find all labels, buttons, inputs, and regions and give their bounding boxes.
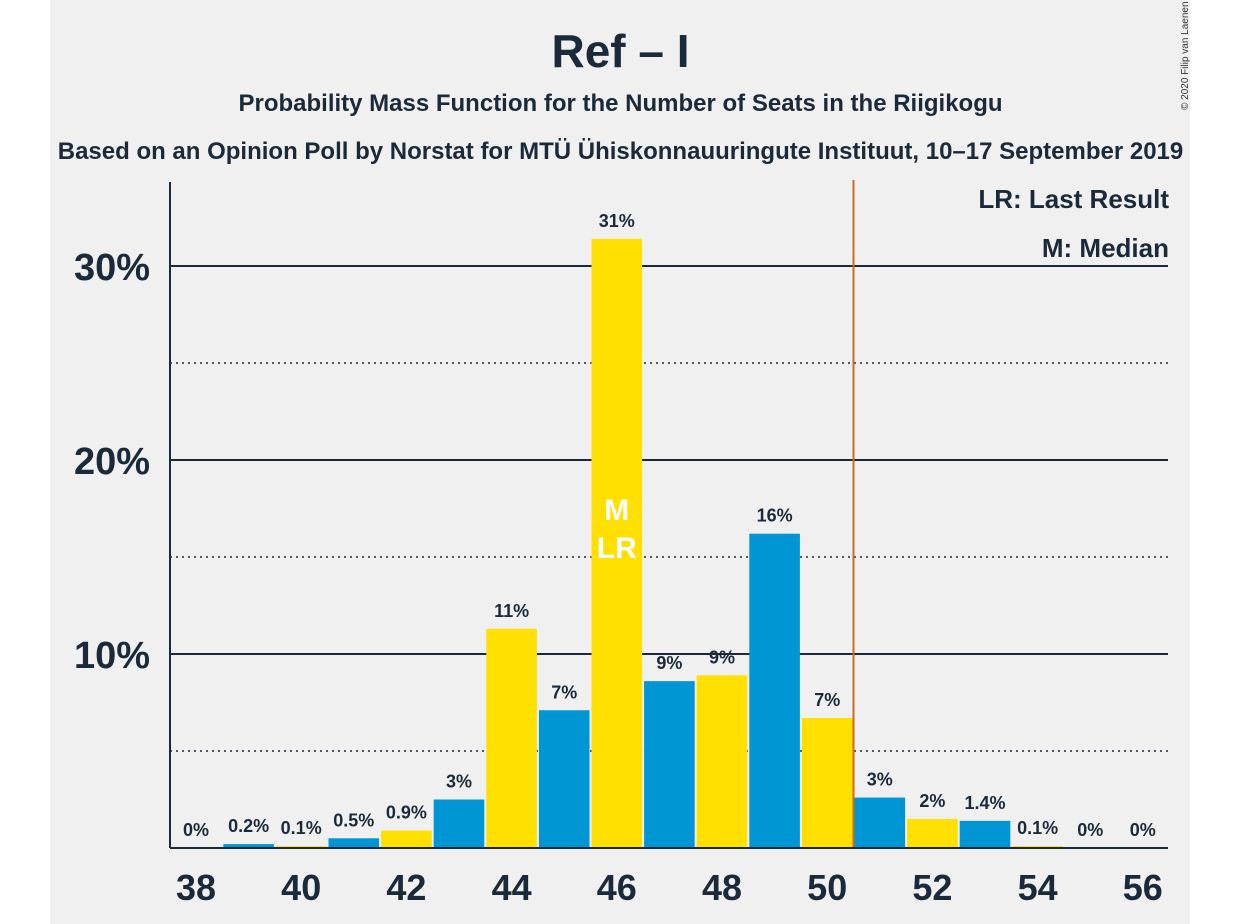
bar-value-label: 0.2% (228, 816, 269, 836)
y-tick-label: 30% (74, 247, 150, 289)
x-tick-label: 46 (597, 867, 637, 908)
x-tick-label: 38 (176, 867, 216, 908)
bar-value-label: 1.4% (964, 793, 1005, 813)
chart-subtitle: Probability Mass Function for the Number… (238, 90, 1003, 117)
bar (538, 710, 590, 848)
bar-value-label: 7% (551, 682, 577, 702)
bar (486, 628, 537, 848)
bar-value-label: 31% (599, 211, 635, 231)
bar-value-label: 16% (757, 506, 793, 526)
bar-value-label: 0% (183, 820, 209, 840)
x-tick-label: 48 (702, 867, 742, 908)
legend-median: M: Median (1041, 233, 1169, 263)
bar (959, 820, 1011, 848)
y-tick-label: 10% (74, 635, 150, 677)
x-tick-label: 44 (492, 867, 532, 908)
bar (644, 681, 695, 848)
x-tick-label: 52 (912, 867, 952, 908)
bar-value-label: 0.5% (333, 810, 374, 830)
bar (223, 844, 274, 848)
chart-source: Based on an Opinion Poll by Norstat for … (57, 138, 1184, 165)
bar-value-label: 0.9% (386, 803, 427, 823)
bar (433, 799, 485, 848)
bar (907, 818, 958, 848)
last-result-marker: LR (597, 532, 637, 565)
bar (749, 533, 800, 848)
x-tick-label: 54 (1018, 867, 1058, 908)
y-tick-label: 20% (74, 441, 150, 483)
chart-title: Ref – I (551, 25, 690, 77)
bar (328, 838, 380, 848)
x-tick-label: 50 (807, 867, 847, 908)
bar-value-label: 0% (1077, 820, 1103, 840)
bar-value-label: 0.1% (1017, 818, 1058, 838)
bar (591, 238, 643, 849)
bar (801, 718, 853, 848)
bar-value-label: 9% (656, 653, 682, 673)
bar-value-label: 0% (1130, 820, 1156, 840)
bar-value-label: 3% (867, 770, 893, 790)
median-marker: M (604, 494, 629, 527)
bar-value-label: 11% (494, 601, 529, 621)
bar-value-label: 3% (446, 772, 472, 792)
bar (696, 675, 748, 848)
legend-last-result: LR: Last Result (978, 184, 1169, 214)
x-tick-label: 40 (281, 867, 321, 908)
bar-value-label: 9% (709, 647, 735, 667)
x-tick-label: 42 (386, 867, 426, 908)
bar (381, 830, 432, 848)
bar-value-label: 0.1% (281, 818, 322, 838)
bar-value-label: 7% (814, 690, 840, 710)
bar (854, 797, 906, 848)
bar-value-label: 2% (919, 791, 945, 811)
x-tick-label: 56 (1123, 867, 1163, 908)
